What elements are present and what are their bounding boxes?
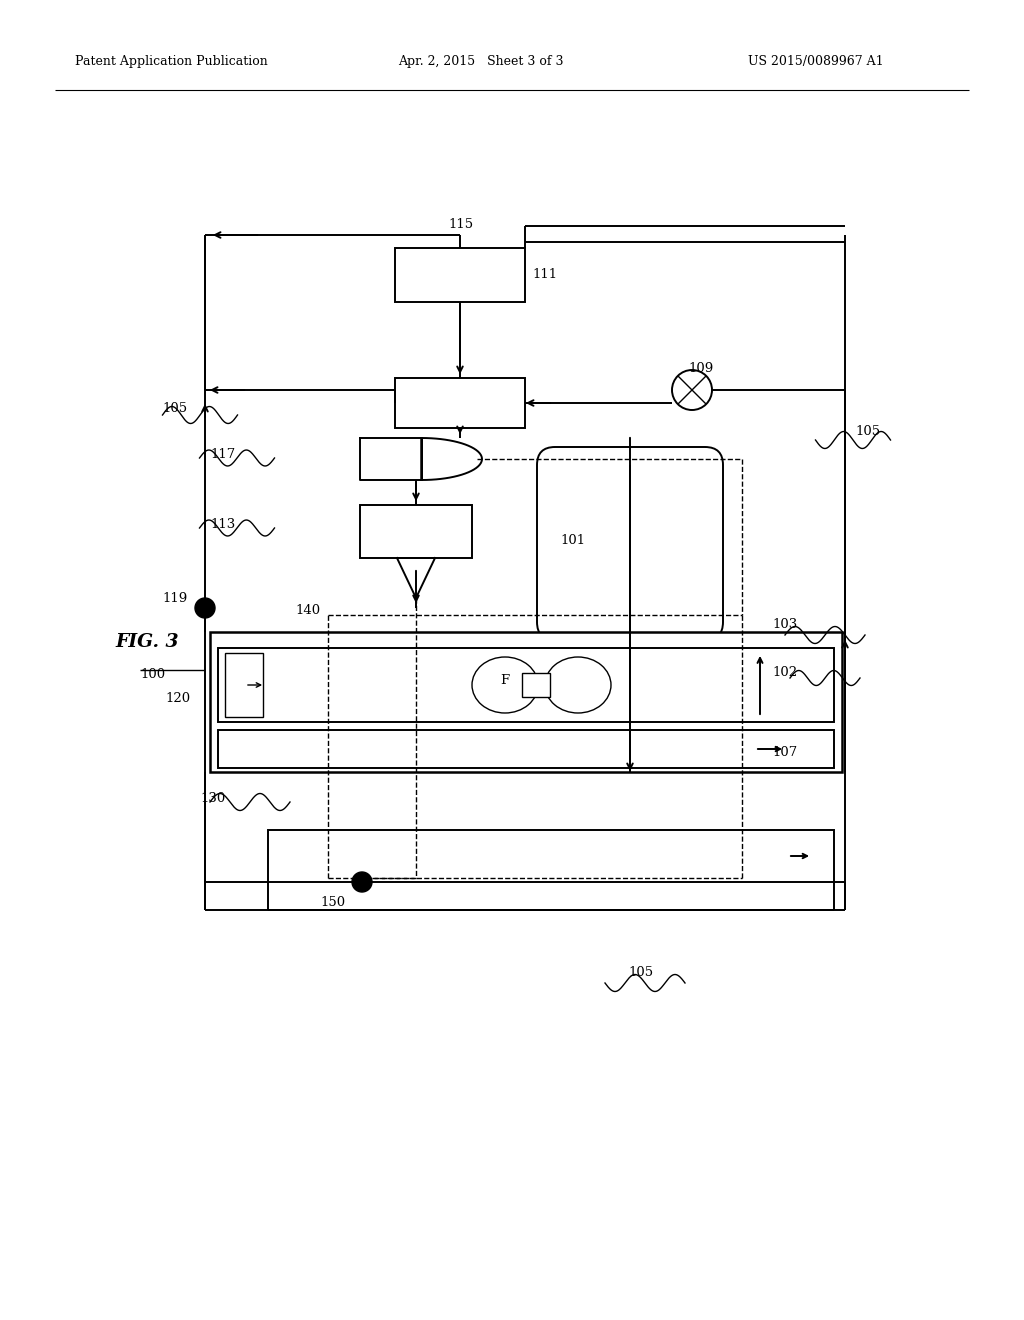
Bar — [218, 648, 834, 722]
Text: 100: 100 — [140, 668, 165, 681]
Bar — [360, 506, 472, 558]
Text: 109: 109 — [688, 362, 714, 375]
Bar — [522, 673, 550, 697]
Circle shape — [195, 598, 215, 618]
Bar — [395, 378, 525, 428]
Text: F: F — [500, 673, 509, 686]
Text: 120: 120 — [165, 692, 190, 705]
Text: 150: 150 — [319, 895, 345, 908]
Text: 119: 119 — [162, 591, 187, 605]
Text: 105: 105 — [855, 425, 880, 438]
Text: FIG. 3: FIG. 3 — [115, 634, 178, 651]
Text: 115: 115 — [449, 219, 473, 231]
Bar — [395, 248, 525, 302]
Text: 107: 107 — [772, 746, 798, 759]
Text: 140: 140 — [295, 603, 321, 616]
Text: 103: 103 — [772, 619, 798, 631]
FancyBboxPatch shape — [537, 447, 723, 640]
Text: 102: 102 — [772, 665, 797, 678]
Text: Patent Application Publication: Patent Application Publication — [75, 55, 267, 69]
Bar — [225, 653, 263, 717]
Bar — [210, 632, 842, 772]
Text: US 2015/0089967 A1: US 2015/0089967 A1 — [748, 55, 883, 69]
Text: 130: 130 — [200, 792, 225, 804]
Bar — [268, 830, 834, 882]
Text: 101: 101 — [560, 533, 585, 546]
Text: 105: 105 — [162, 401, 187, 414]
Text: 105: 105 — [628, 965, 653, 978]
Text: 113: 113 — [210, 519, 236, 532]
Text: 111: 111 — [532, 268, 557, 281]
Circle shape — [352, 873, 372, 892]
Text: 117: 117 — [210, 449, 236, 462]
Bar — [218, 730, 834, 768]
Text: Apr. 2, 2015   Sheet 3 of 3: Apr. 2, 2015 Sheet 3 of 3 — [398, 55, 564, 69]
